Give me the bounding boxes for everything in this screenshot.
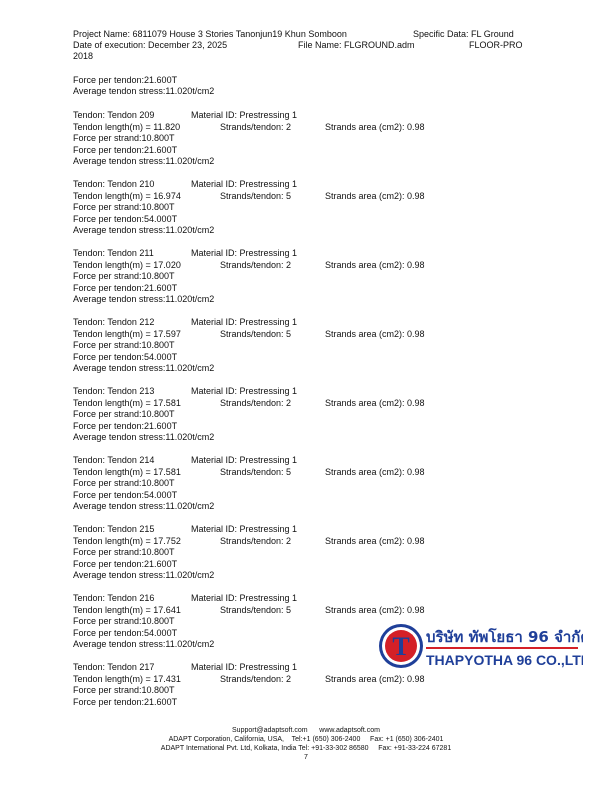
material-id: Material ID: Prestressing 1: [191, 662, 298, 672]
tendon-length: Tendon length(m) = 17.641: [73, 604, 181, 615]
tendon-id: Tendon: Tendon 212: [73, 317, 155, 327]
material-id: Material ID: Prestressing 1: [191, 179, 298, 189]
strands-per-tendon: Strands/tendon: 2: [220, 673, 292, 684]
force-per-strand: Force per strand:10.800T: [73, 271, 175, 281]
force-per-tendon: Force per tendon:21.600T: [73, 75, 178, 85]
tendon-id: Tendon: Tendon 216: [73, 593, 155, 603]
tendon-length: Tendon length(m) = 17.581: [73, 466, 181, 477]
force-per-tendon: Force per tendon:54.000T: [73, 489, 178, 500]
average-tendon-stress: Average tendon stress:11.020t/cm2: [73, 86, 215, 96]
company-logo: T บริษัท ทัพโยธา 96 จำกัด THAPYOTHA 96 C…: [378, 622, 595, 670]
strands-area: Strands area (cm2): 0.98: [325, 397, 425, 408]
strands-area: Strands area (cm2): 0.98: [325, 190, 425, 201]
product-name: FLOOR-PRO: [469, 40, 523, 50]
tendon-length: Tendon length(m) = 17.597: [73, 328, 181, 339]
average-tendon-stress: Average tendon stress:11.020t/cm2: [73, 156, 215, 166]
material-id: Material ID: Prestressing 1: [191, 386, 298, 396]
svg-text:THAPYOTHA 96 CO.,LTD.: THAPYOTHA 96 CO.,LTD.: [426, 652, 583, 668]
strands-per-tendon: Strands/tendon: 5: [220, 466, 292, 477]
tendon-id: Tendon: Tendon 209: [73, 110, 155, 120]
force-per-tendon: Force per tendon:21.600T: [73, 144, 178, 155]
footer-us-office: ADAPT Corporation, California, USA, Tel:…: [168, 736, 444, 743]
average-tendon-stress: Average tendon stress:11.020t/cm2: [73, 570, 215, 580]
tendon-id: Tendon: Tendon 213: [73, 386, 155, 396]
svg-text:บริษัท ทัพโยธา 96 จำกัด: บริษัท ทัพโยธา 96 จำกัด: [426, 627, 583, 646]
material-id: Material ID: Prestressing 1: [191, 455, 298, 465]
force-per-strand: Force per strand:10.800T: [73, 616, 175, 626]
file-name: File Name: FLGROUND.adm: [298, 40, 415, 50]
tendon-id: Tendon: Tendon 214: [73, 455, 155, 465]
force-per-strand: Force per strand:10.800T: [73, 547, 175, 557]
material-id: Material ID: Prestressing 1: [191, 248, 298, 258]
strands-area: Strands area (cm2): 0.98: [325, 259, 425, 270]
tendon-length: Tendon length(m) = 17.431: [73, 673, 181, 684]
average-tendon-stress: Average tendon stress:11.020t/cm2: [73, 501, 215, 511]
force-per-strand: Force per strand:10.800T: [73, 685, 175, 695]
tendon-length: Tendon length(m) = 17.020: [73, 259, 181, 270]
force-per-tendon: Force per tendon:21.600T: [73, 420, 178, 431]
material-id: Material ID: Prestressing 1: [191, 593, 298, 603]
average-tendon-stress: Average tendon stress:11.020t/cm2: [73, 294, 215, 304]
strands-area: Strands area (cm2): 0.98: [325, 673, 425, 684]
force-per-strand: Force per strand:10.800T: [73, 133, 175, 143]
strands-per-tendon: Strands/tendon: 5: [220, 328, 292, 339]
force-per-strand: Force per strand:10.800T: [73, 340, 175, 350]
tendon-length: Tendon length(m) = 17.752: [73, 535, 181, 546]
strands-per-tendon: Strands/tendon: 5: [220, 604, 292, 615]
force-per-strand: Force per strand:10.800T: [73, 202, 175, 212]
strands-per-tendon: Strands/tendon: 2: [220, 397, 292, 408]
tendon-id: Tendon: Tendon 215: [73, 524, 155, 534]
force-per-strand: Force per strand:10.800T: [73, 478, 175, 488]
force-per-tendon: Force per tendon:21.600T: [73, 696, 178, 707]
average-tendon-stress: Average tendon stress:11.020t/cm2: [73, 639, 215, 649]
strands-area: Strands area (cm2): 0.98: [325, 466, 425, 477]
tendon-id: Tendon: Tendon 211: [73, 248, 154, 258]
tendon-length: Tendon length(m) = 17.581: [73, 397, 181, 408]
product-year: 2018: [73, 51, 94, 61]
tendon-id: Tendon: Tendon 210: [73, 179, 155, 189]
strands-area: Strands area (cm2): 0.98: [325, 121, 425, 132]
footer-support: Support@adaptsoft.com www.adaptsoft.com: [232, 727, 380, 734]
strands-per-tendon: Strands/tendon: 5: [220, 190, 292, 201]
strands-area: Strands area (cm2): 0.98: [325, 535, 425, 546]
material-id: Material ID: Prestressing 1: [191, 524, 298, 534]
footer-india-office: ADAPT International Pvt. Ltd, Kolkata, I…: [160, 745, 452, 752]
strands-per-tendon: Strands/tendon: 2: [220, 259, 292, 270]
tendon-length: Tendon length(m) = 16.974: [73, 190, 181, 201]
specific-data: Specific Data: FL Ground: [413, 29, 514, 39]
force-per-tendon: Force per tendon:54.000T: [73, 627, 178, 638]
page-number: 7: [304, 754, 308, 761]
project-name: Project Name: 6811079 House 3 Stories Ta…: [73, 29, 347, 39]
svg-text:T: T: [392, 632, 409, 661]
tendon-id: Tendon: Tendon 217: [73, 662, 155, 672]
strands-area: Strands area (cm2): 0.98: [325, 604, 425, 615]
logo-emblem-icon: T บริษัท ทัพโยธา 96 จำกัด THAPYOTHA 96 C…: [379, 624, 595, 668]
material-id: Material ID: Prestressing 1: [191, 317, 298, 327]
strands-per-tendon: Strands/tendon: 2: [220, 535, 292, 546]
force-per-strand: Force per strand:10.800T: [73, 409, 175, 419]
average-tendon-stress: Average tendon stress:11.020t/cm2: [73, 363, 215, 373]
average-tendon-stress: Average tendon stress:11.020t/cm2: [73, 432, 215, 442]
material-id: Material ID: Prestressing 1: [191, 110, 298, 120]
force-per-tendon: Force per tendon:54.000T: [73, 213, 178, 224]
strands-per-tendon: Strands/tendon: 2: [220, 121, 292, 132]
tendon-length: Tendon length(m) = 11.820: [73, 121, 181, 132]
force-per-tendon: Force per tendon:21.600T: [73, 558, 178, 569]
force-per-tendon: Force per tendon:21.600T: [73, 282, 178, 293]
average-tendon-stress: Average tendon stress:11.020t/cm2: [73, 225, 215, 235]
force-per-tendon: Force per tendon:54.000T: [73, 351, 178, 362]
strands-area: Strands area (cm2): 0.98: [325, 328, 425, 339]
execution-date: Date of execution: December 23, 2025: [73, 40, 228, 50]
